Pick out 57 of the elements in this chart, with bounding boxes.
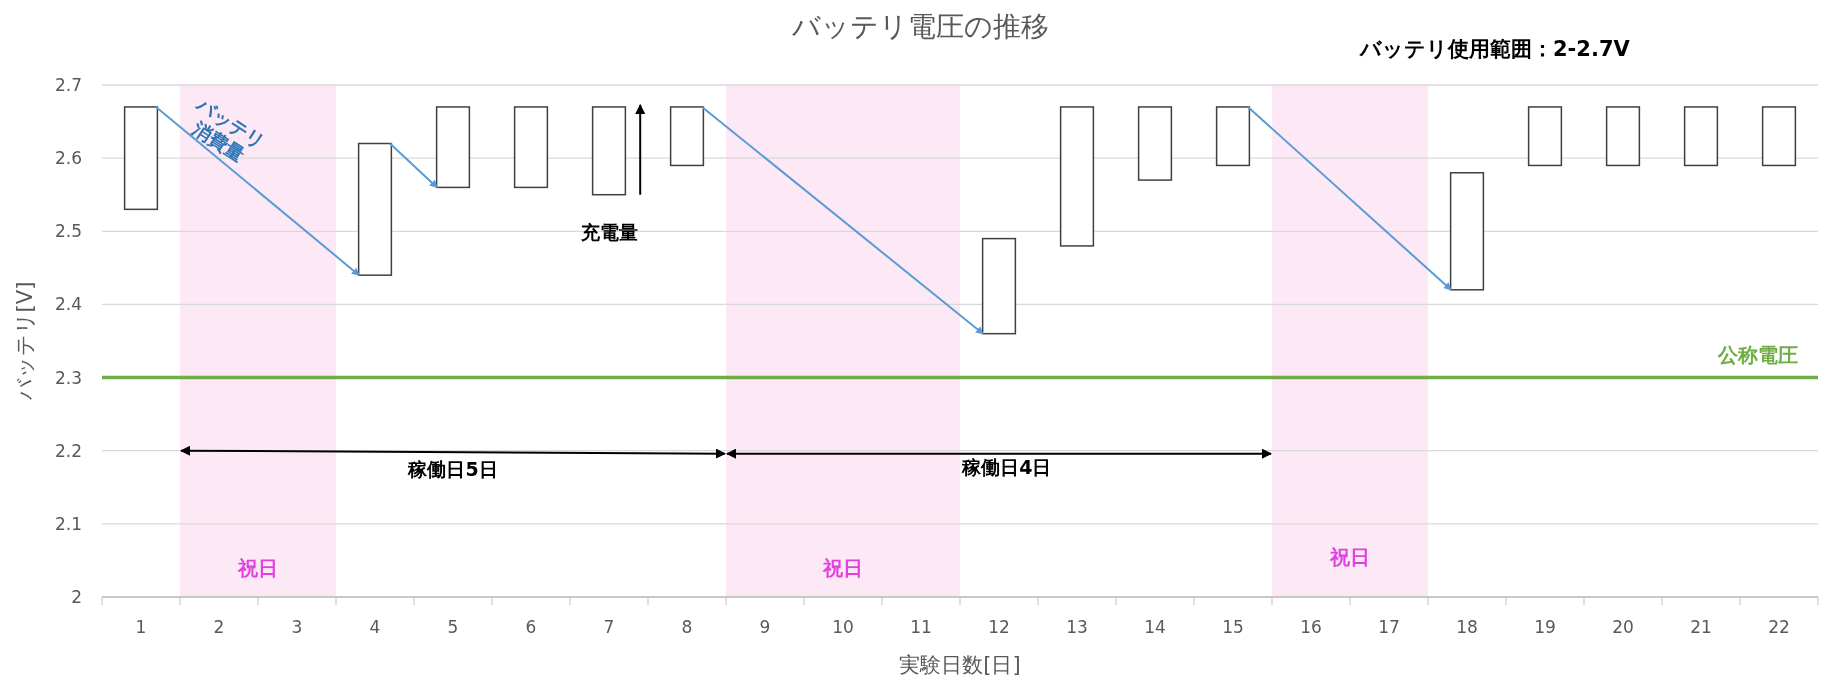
x-tick-label: 2 [213, 617, 225, 637]
x-tick-label: 9 [759, 617, 771, 637]
y-tick-label: 2.6 [54, 148, 82, 169]
x-tick-label: 17 [1378, 617, 1400, 637]
x-tick-label: 20 [1612, 617, 1634, 637]
y-tick-label: 2.3 [54, 367, 82, 388]
ref-line-label: 公称電圧 [1717, 342, 1798, 367]
y-tick-label: 2.7 [54, 75, 82, 95]
x-tick-label: 12 [988, 617, 1010, 637]
x-tick-label: 1 [135, 617, 147, 637]
annotation: バッテリ 消費量 [187, 92, 269, 167]
bar [1137, 106, 1173, 181]
x-axis-title: 実験日数[日] [899, 653, 1021, 677]
y-tick-label: 2 [71, 587, 82, 607]
band-label: 祝日 [1329, 545, 1370, 570]
bar [1605, 106, 1641, 167]
x-tick-label: 5 [447, 617, 459, 637]
y-tick-label: 2.4 [54, 294, 82, 315]
bar [981, 237, 1017, 335]
annotation: 充電量 [579, 220, 638, 243]
x-tick-label: 3 [291, 617, 303, 637]
y-tick-label: 2.2 [54, 440, 82, 461]
x-tick-label: 22 [1768, 617, 1790, 637]
x-tick-label: 4 [369, 617, 381, 637]
x-tick-label: 8 [681, 617, 693, 637]
y-axis-title: バッテリ[V] [13, 281, 37, 402]
x-tick-label: 11 [910, 617, 932, 637]
bar [1683, 106, 1719, 167]
text: バッテリ使用範囲：2-2.7V [1359, 37, 1631, 61]
bar [1761, 106, 1797, 167]
annotation: 稼働日5日 [407, 458, 498, 481]
x-tick-label: 18 [1456, 617, 1478, 637]
bar [123, 106, 159, 211]
x-tick-label: 7 [603, 617, 615, 637]
annotation: 稼働日4日 [961, 456, 1052, 479]
bar [669, 106, 705, 167]
x-tick-label: 13 [1066, 617, 1088, 637]
bar [1449, 172, 1485, 291]
bar [357, 142, 393, 276]
x-tick-label: 16 [1300, 617, 1322, 637]
bar [513, 106, 549, 189]
x-tick-label: 19 [1534, 617, 1556, 637]
chart-title: バッテリ電圧の推移 [790, 10, 1049, 43]
bar [1527, 106, 1563, 167]
bar [1215, 106, 1251, 167]
x-tick-label: 21 [1690, 617, 1712, 637]
y-tick-label: 2.5 [54, 221, 82, 242]
x-tick-label: 14 [1144, 617, 1166, 637]
y-tick-label: 2.1 [54, 513, 82, 534]
bar [591, 106, 627, 196]
bar [435, 106, 471, 189]
x-tick-label: 10 [832, 617, 854, 637]
bar [1059, 106, 1095, 247]
band-label: 祝日 [237, 556, 278, 581]
x-tick-label: 15 [1222, 617, 1244, 637]
x-tick-label: 6 [525, 617, 537, 637]
band-label: 祝日 [822, 556, 863, 581]
